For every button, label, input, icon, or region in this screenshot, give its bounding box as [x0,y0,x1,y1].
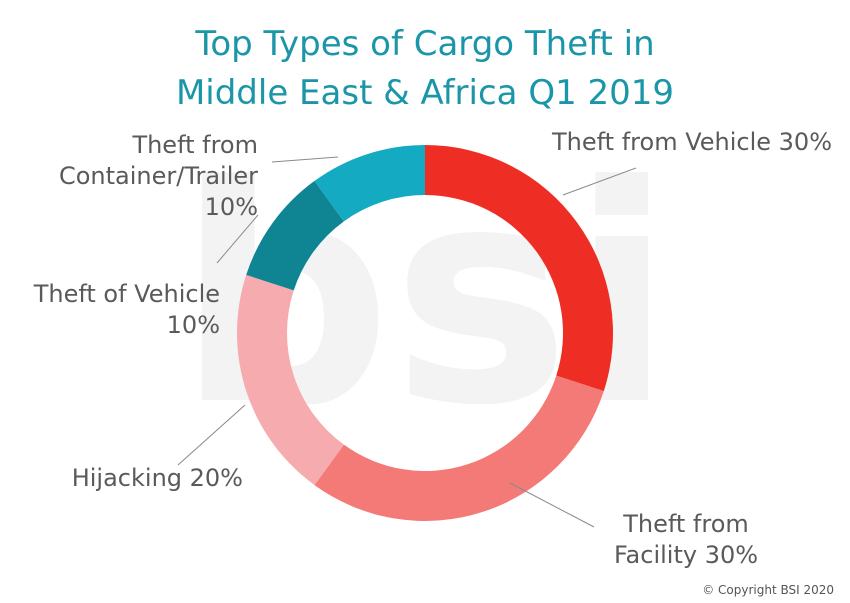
slice-label-4-line-2: 10% [205,193,258,221]
leader-line-4 [271,156,339,163]
slice-label-4-line-0: Theft from [131,131,258,159]
slice-label-1-line-0: Theft from [622,510,749,538]
slice-label-2-line-0: Hijacking 20% [72,464,243,492]
leader-line-3 [216,214,259,264]
slice-labels: Theft from Vehicle 30% Theft from Facility… [33,128,832,569]
leader-line-1 [509,482,595,528]
slice-label-3-line-1: 10% [167,311,220,339]
slice-label-4-line-1: Container/Trailer [59,162,258,190]
donut-slice-2 [237,274,344,486]
leader-lines [177,156,637,528]
donut-slice-4 [314,145,425,222]
chart-title-line-1: Top Types of Cargo Theft in [194,24,654,64]
donut-slice-3 [246,180,344,291]
slice-label-0-line-0: Theft from Vehicle 30% [551,128,832,156]
slice-label-1-line-1: Facility 30% [614,541,758,569]
copyright-notice: © Copyright BSI 2020 [702,583,834,597]
donut-slices [237,145,613,521]
donut-slice-0 [425,145,613,392]
leader-line-2 [177,404,246,466]
chart-title-line-2: Middle East & Africa Q1 2019 [176,73,674,113]
donut-slice-1 [314,375,604,521]
leader-line-0 [562,167,637,196]
slice-label-3-line-0: Theft of Vehicle [33,280,220,308]
